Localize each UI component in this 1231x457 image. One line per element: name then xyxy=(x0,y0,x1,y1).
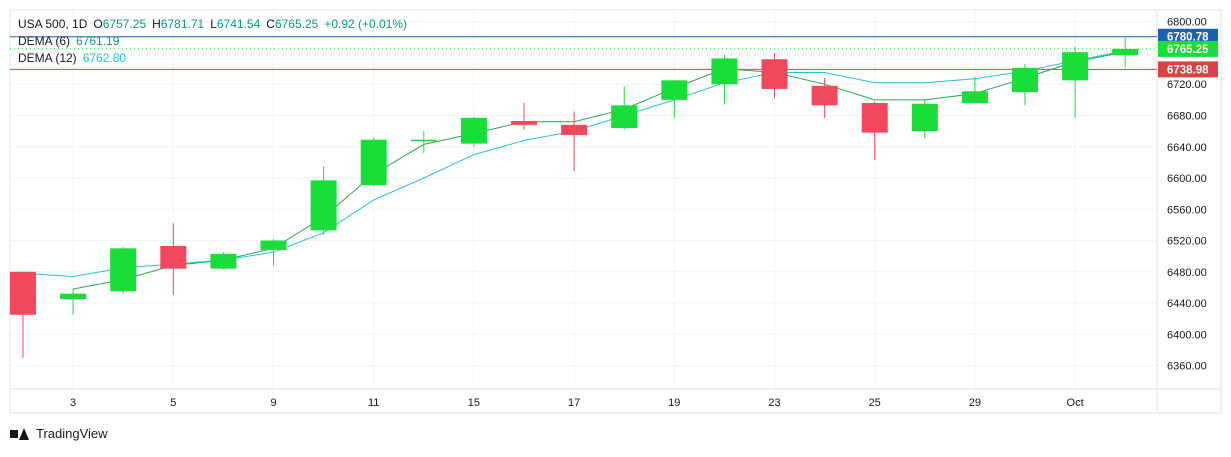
candle-up-body xyxy=(911,103,938,132)
x-tick-label: 11 xyxy=(368,397,379,409)
y-tick-label: 6680.00 xyxy=(1167,110,1207,122)
dema12-value: 6762.80 xyxy=(82,51,127,65)
close-label: C xyxy=(266,17,275,31)
candle-up-body xyxy=(961,91,988,103)
candle-up-body xyxy=(210,253,237,269)
candle-down-body xyxy=(511,120,537,125)
candle-up-body xyxy=(611,105,638,128)
dema6-label: DEMA (6) xyxy=(18,34,71,48)
y-tick-label: 6480.00 xyxy=(1167,267,1207,279)
chart-frame xyxy=(9,9,1222,414)
high-value: 6781.71 xyxy=(160,17,205,31)
candle-up-body xyxy=(711,58,738,85)
candle-up-body xyxy=(260,240,287,250)
symbol-name: USA 500 xyxy=(18,17,66,31)
y-tick-label: 6440.00 xyxy=(1167,298,1207,310)
x-tick-label: 17 xyxy=(568,397,580,409)
close-value: 6765.25 xyxy=(274,17,319,31)
series-line-dema6 xyxy=(73,51,1126,290)
price-label-text: 6738.98 xyxy=(1167,64,1209,76)
price-label-text: 6780.78 xyxy=(1167,32,1209,44)
candle-up-body xyxy=(1062,52,1089,81)
interval-label: 1D xyxy=(72,17,88,31)
price-label-box xyxy=(1158,40,1218,57)
candle-up-body xyxy=(1112,48,1139,56)
y-tick-label: 6560.00 xyxy=(1167,204,1207,216)
y-tick-label: 6800.00 xyxy=(1167,17,1207,29)
y-tick-label: 6400.00 xyxy=(1167,329,1207,341)
x-tick-label: 3 xyxy=(70,397,76,409)
candle-up-body xyxy=(310,180,337,231)
indicator-dema6[interactable]: DEMA (6) 6761.19 xyxy=(18,33,407,50)
ohlc-row: USA 500, 1D O6757.25 H6781.71 L6741.54 C… xyxy=(18,16,407,33)
y-tick-label: 6720.00 xyxy=(1167,79,1207,91)
open-label: O xyxy=(93,17,103,31)
symbol-label[interactable]: USA 500, 1D xyxy=(18,17,88,31)
price-label-box xyxy=(1158,28,1218,45)
price-label-box xyxy=(1158,61,1218,78)
dema6-value: 6761.19 xyxy=(76,34,120,48)
candle-up-body xyxy=(661,80,688,100)
y-tick-label: 6360.00 xyxy=(1167,361,1207,373)
candle-up-body xyxy=(360,139,387,186)
x-tick-label: Oct xyxy=(1067,397,1084,409)
candle-up-body xyxy=(60,293,87,300)
x-tick-label: 25 xyxy=(869,397,881,409)
candle-up-body xyxy=(460,117,487,144)
tradingview-logo-icon xyxy=(10,427,30,440)
candle-down-body xyxy=(561,124,588,136)
y-tick-label: 6640.00 xyxy=(1167,142,1207,154)
candle-down-body xyxy=(160,245,187,269)
x-tick-label: 9 xyxy=(270,397,276,409)
brand-name: TradingView xyxy=(36,426,108,441)
chart-legend: USA 500, 1D O6757.25 H6781.71 L6741.54 C… xyxy=(18,16,407,67)
change-value: +0.92 (+0.01%) xyxy=(324,17,408,31)
x-tick-label: 15 xyxy=(468,397,480,409)
x-tick-label: 23 xyxy=(768,397,780,409)
candle-up-body xyxy=(110,248,137,292)
candle-up-body xyxy=(1012,67,1038,93)
y-tick-label: 6600.00 xyxy=(1167,173,1207,185)
open-value: 6757.25 xyxy=(102,17,147,31)
low-value: 6741.54 xyxy=(216,17,261,31)
y-tick-label: 6520.00 xyxy=(1167,236,1207,248)
candle-down-body xyxy=(811,85,838,106)
tradingview-attribution[interactable]: TradingView xyxy=(10,426,108,441)
candle-up-body xyxy=(410,139,437,142)
low-label: L xyxy=(210,17,217,31)
high-label: H xyxy=(152,17,161,31)
price-label-text: 6765.25 xyxy=(1167,44,1209,56)
candle-down-body xyxy=(861,102,888,133)
candle-down-body xyxy=(10,271,36,315)
x-tick-label: 19 xyxy=(668,397,680,409)
x-tick-label: 29 xyxy=(969,397,981,409)
indicator-dema12[interactable]: DEMA (12) 6762.80 xyxy=(18,50,407,67)
dema12-label: DEMA (12) xyxy=(18,51,77,65)
x-tick-label: 5 xyxy=(170,397,176,409)
candle-down-body xyxy=(761,59,788,89)
